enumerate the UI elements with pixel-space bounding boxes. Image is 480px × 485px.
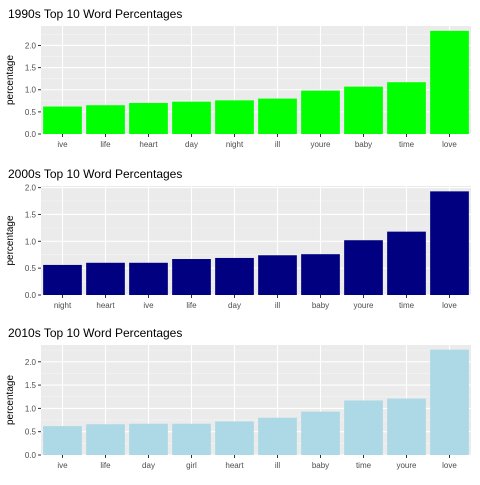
x-tick-label: heart bbox=[139, 140, 158, 149]
y-tick-label: 1.0 bbox=[25, 86, 37, 95]
bar[interactable] bbox=[387, 399, 426, 455]
x-tick-label: ive bbox=[57, 140, 68, 149]
x-tick-label: life bbox=[100, 140, 111, 149]
y-tick-label: 0.5 bbox=[25, 108, 37, 117]
bar[interactable] bbox=[301, 91, 340, 134]
x-tick-label: time bbox=[399, 140, 415, 149]
x-tick-label: ill bbox=[275, 461, 281, 470]
x-tick-label: youre bbox=[310, 140, 331, 149]
bar[interactable] bbox=[344, 400, 383, 455]
x-tick-label: girl bbox=[186, 461, 197, 470]
y-tick-label: 2.0 bbox=[25, 41, 37, 50]
chart-panel: 0.0 0.5 1.0 1.5 2.0 ive life day girl heart ill bab… bbox=[5, 326, 471, 470]
bar[interactable] bbox=[172, 102, 211, 134]
bar[interactable] bbox=[86, 105, 125, 134]
bar[interactable] bbox=[258, 255, 297, 295]
bar[interactable] bbox=[387, 82, 426, 134]
x-tick-label: youre bbox=[353, 301, 374, 310]
chart-title: 1990s Top 10 Word Percentages bbox=[8, 7, 182, 21]
x-tick-label: night bbox=[54, 301, 72, 310]
chart-panel: 0.0 0.5 1.0 1.5 2.0 ive life heart day night ill yo… bbox=[5, 7, 471, 149]
y-tick-label: 0.0 bbox=[25, 451, 37, 460]
y-tick-label: 2.0 bbox=[25, 184, 37, 193]
y-tick-label: 1.0 bbox=[25, 404, 37, 413]
bar[interactable] bbox=[344, 240, 383, 295]
bar[interactable] bbox=[43, 107, 82, 134]
y-tick-label: 0.5 bbox=[25, 428, 37, 437]
bar[interactable] bbox=[129, 103, 168, 134]
bar[interactable] bbox=[430, 191, 469, 295]
y-tick-label: 0.0 bbox=[25, 291, 37, 300]
x-tick-label: heart bbox=[96, 301, 115, 310]
x-tick-label: life bbox=[100, 461, 111, 470]
y-axis-label: percentage bbox=[5, 55, 16, 105]
x-tick-label: love bbox=[442, 140, 457, 149]
x-tick-label: ill bbox=[275, 301, 281, 310]
y-tick-label: 1.5 bbox=[25, 64, 37, 73]
x-tick-label: baby bbox=[312, 461, 329, 470]
bar[interactable] bbox=[86, 263, 125, 295]
x-tick-label: day bbox=[142, 461, 155, 470]
bar[interactable] bbox=[215, 100, 254, 134]
bar[interactable] bbox=[43, 426, 82, 455]
bar[interactable] bbox=[215, 258, 254, 295]
x-tick-label: life bbox=[186, 301, 197, 310]
bar[interactable] bbox=[301, 412, 340, 455]
x-tick-label: love bbox=[442, 301, 457, 310]
x-tick-label: ill bbox=[275, 140, 281, 149]
x-tick-label: time bbox=[399, 301, 415, 310]
bar[interactable] bbox=[172, 424, 211, 455]
y-tick-label: 0.5 bbox=[25, 264, 37, 273]
x-tick-label: love bbox=[442, 461, 457, 470]
bar[interactable] bbox=[387, 232, 426, 295]
bar[interactable] bbox=[430, 31, 469, 134]
x-tick-label: day bbox=[228, 301, 241, 310]
bar[interactable] bbox=[129, 263, 168, 295]
bar[interactable] bbox=[215, 421, 254, 455]
x-tick-label: baby bbox=[312, 301, 329, 310]
bar[interactable] bbox=[258, 99, 297, 134]
x-tick-label: heart bbox=[225, 461, 244, 470]
bar[interactable] bbox=[129, 424, 168, 455]
y-axis-label: percentage bbox=[5, 215, 16, 265]
bar[interactable] bbox=[86, 424, 125, 455]
bar[interactable] bbox=[258, 418, 297, 455]
x-tick-label: day bbox=[185, 140, 198, 149]
bar[interactable] bbox=[301, 254, 340, 295]
chart-title: 2010s Top 10 Word Percentages bbox=[8, 326, 182, 340]
bar[interactable] bbox=[172, 259, 211, 295]
y-tick-label: 1.5 bbox=[25, 210, 37, 219]
y-tick-label: 1.0 bbox=[25, 237, 37, 246]
x-tick-label: youre bbox=[396, 461, 417, 470]
x-tick-label: night bbox=[226, 140, 244, 149]
bar[interactable] bbox=[430, 350, 469, 455]
y-tick-label: 2.0 bbox=[25, 358, 37, 367]
x-tick-label: time bbox=[356, 461, 372, 470]
x-tick-label: ive bbox=[57, 461, 68, 470]
y-axis-label: percentage bbox=[5, 375, 16, 425]
bar[interactable] bbox=[344, 87, 383, 134]
bar[interactable] bbox=[43, 265, 82, 295]
chart-panel: 0.0 0.5 1.0 1.5 2.0 night heart ive life day ill ba… bbox=[5, 167, 471, 310]
chart-title: 2000s Top 10 Word Percentages bbox=[8, 167, 182, 181]
x-tick-label: ive bbox=[143, 301, 154, 310]
x-tick-label: baby bbox=[355, 140, 372, 149]
y-tick-label: 1.5 bbox=[25, 381, 37, 390]
y-tick-label: 0.0 bbox=[25, 130, 37, 139]
